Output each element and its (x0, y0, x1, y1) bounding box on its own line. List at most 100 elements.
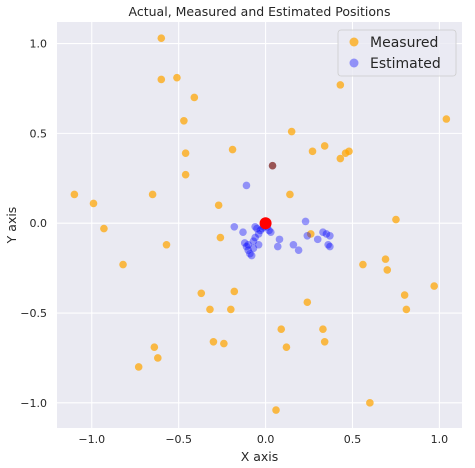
measured-point (277, 325, 286, 333)
estimated-point (246, 249, 254, 258)
estimated-point (324, 240, 332, 249)
estimated-point (303, 231, 312, 240)
measured-point (214, 201, 223, 210)
measured-point (216, 233, 225, 242)
measured-point (308, 147, 317, 156)
estimated-point (253, 224, 261, 233)
measured-point (306, 230, 315, 238)
legend-marker-measured (349, 37, 359, 47)
y-axis-label: Y axis (4, 207, 19, 245)
x-tick-label: −0.5 (165, 433, 192, 446)
measured-point (442, 115, 451, 123)
measured-point (119, 260, 127, 269)
y-tick-label: 1.0 (30, 38, 48, 51)
estimated-point (256, 226, 265, 235)
legend-label-estimated: Estimated (370, 56, 441, 72)
overlap-point (268, 161, 277, 170)
estimated-point (301, 217, 310, 226)
legend-marker-estimated (349, 58, 359, 68)
estimated-point (326, 242, 334, 251)
measured-point (383, 266, 392, 274)
estimated-point (230, 222, 239, 231)
estimated-point (247, 251, 256, 260)
measured-point (359, 260, 367, 269)
x-axis-label: X axis (241, 449, 279, 464)
measured-point (157, 75, 166, 84)
estimated-point (326, 231, 334, 240)
estimated-point (313, 235, 322, 244)
measured-series (70, 34, 451, 414)
measured-point (400, 291, 409, 299)
measured-point (162, 240, 171, 249)
measured-point (287, 127, 296, 136)
measured-point (180, 117, 188, 125)
measured-point (402, 305, 411, 314)
measured-point (173, 73, 181, 82)
measured-point (392, 215, 400, 224)
estimated-point (275, 235, 284, 244)
estimated-point (244, 240, 253, 249)
measured-point (381, 255, 390, 263)
estimated-point (294, 246, 303, 254)
measured-point (282, 343, 291, 351)
measured-point (230, 287, 239, 296)
estimated-point (242, 181, 251, 190)
measured-point (148, 190, 157, 199)
measured-point (70, 190, 79, 199)
estimated-point (251, 222, 259, 231)
estimated-point (273, 242, 282, 251)
estimated-point (254, 230, 263, 238)
measured-point (336, 154, 345, 163)
estimated-point (249, 237, 258, 245)
measured-point (366, 399, 374, 407)
legend-label-measured: Measured (370, 35, 438, 51)
measured-point (181, 149, 190, 157)
estimated-point (249, 244, 258, 253)
measured-point (89, 199, 98, 208)
measured-point (197, 289, 206, 298)
estimated-point (239, 228, 247, 236)
y-tick-label: 0.5 (30, 127, 48, 140)
measured-point (319, 325, 327, 333)
estimated-point (266, 228, 275, 236)
tick-labels: −1.0 −0.5 0.0 0.5 1.0 −1.0 −0.5 0.0 0.5 1.0 (20, 38, 448, 446)
x-tick-label: 0.5 (344, 433, 362, 446)
actual-position-point (259, 217, 272, 230)
measured-point (272, 406, 280, 414)
measured-point (134, 363, 143, 371)
plot-area (57, 22, 462, 428)
y-tick-label: −0.5 (20, 307, 47, 320)
estimated-point (254, 240, 263, 249)
measured-point (209, 337, 218, 346)
estimated-point (244, 246, 253, 254)
estimated-point (240, 239, 249, 247)
highlight-points (259, 161, 277, 230)
estimated-point (251, 233, 259, 242)
estimated-point (242, 242, 251, 251)
measured-point (320, 142, 329, 150)
measured-point (228, 145, 237, 154)
x-tick-label: 1.0 (431, 433, 449, 446)
measured-point (345, 147, 353, 156)
measured-point (286, 190, 294, 199)
measured-point (220, 339, 228, 348)
measured-point (190, 93, 199, 102)
estimated-point (319, 228, 327, 236)
measured-point (157, 34, 166, 42)
y-tick-label: 0.0 (30, 217, 48, 230)
chart-title: Actual, Measured and Estimated Positions (129, 4, 391, 19)
x-tick-label: 0.0 (257, 433, 275, 446)
measured-point (227, 305, 235, 314)
measured-point (181, 170, 190, 179)
y-tick-label: −1.0 (20, 397, 47, 410)
measured-point (206, 305, 214, 314)
legend-box (337, 29, 457, 77)
estimated-point (289, 240, 298, 249)
x-tick-label: −1.0 (78, 433, 105, 446)
measured-point (150, 343, 159, 351)
estimated-point (322, 230, 331, 238)
measured-point (303, 298, 312, 307)
measured-point (154, 354, 162, 362)
legend: Measured Estimated (337, 29, 457, 77)
